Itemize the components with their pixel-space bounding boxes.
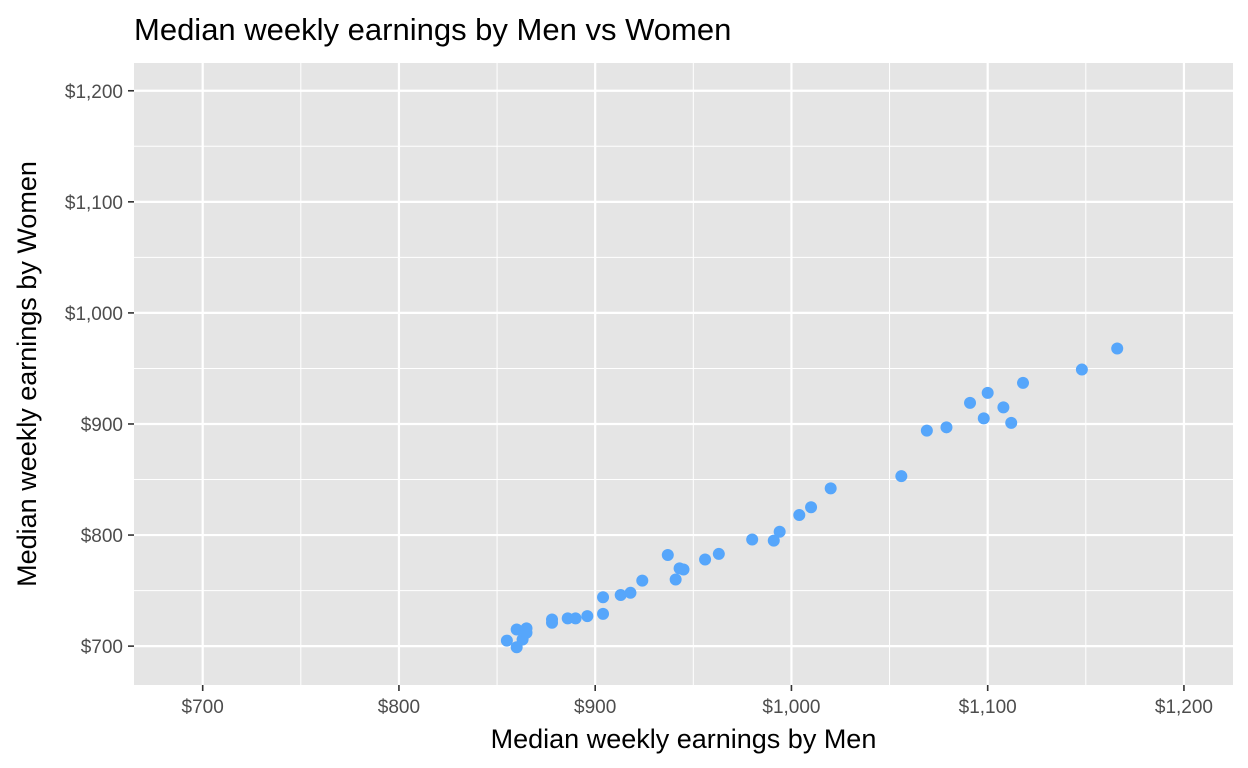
- x-tick-label-0: $700: [182, 697, 224, 718]
- y-tick-label-1: $800: [81, 526, 123, 547]
- data-point-36: [1017, 376, 1030, 389]
- data-point-19: [677, 563, 690, 576]
- data-point-16: [661, 549, 674, 562]
- data-point-28: [895, 470, 908, 483]
- data-point-17: [669, 573, 682, 586]
- data-point-9: [569, 612, 582, 625]
- chart-title: Median weekly earnings by Men vs Women: [134, 12, 731, 47]
- data-point-12: [597, 591, 610, 604]
- y-tick-label-0: $700: [81, 637, 123, 658]
- data-point-1: [510, 623, 523, 636]
- data-point-22: [746, 533, 759, 546]
- data-point-35: [1005, 416, 1018, 429]
- plot-panel: [134, 63, 1233, 685]
- data-point-33: [981, 386, 994, 399]
- data-point-31: [964, 396, 977, 409]
- y-axis-title: Median weekly earnings by Women: [12, 161, 42, 587]
- data-point-29: [920, 424, 933, 437]
- data-point-10: [581, 610, 594, 623]
- data-point-13: [614, 589, 627, 602]
- data-point-15: [636, 574, 649, 587]
- y-tick-label-5: $1,200: [65, 82, 123, 103]
- data-point-30: [940, 421, 953, 434]
- data-point-24: [773, 525, 786, 538]
- y-tick-label-4: $1,100: [65, 193, 123, 214]
- data-point-23: [767, 534, 780, 547]
- data-point-7: [546, 613, 559, 626]
- x-tick-label-3: $1,000: [762, 697, 820, 718]
- data-point-14: [624, 586, 637, 599]
- y-tick-label-2: $900: [81, 415, 123, 436]
- x-tick-label-2: $900: [574, 697, 616, 718]
- x-tick-label-1: $800: [378, 697, 420, 718]
- data-point-32: [977, 412, 990, 425]
- x-axis-title: Median weekly earnings by Men: [491, 724, 877, 754]
- x-tick-label-4: $1,100: [959, 697, 1017, 718]
- data-point-26: [805, 501, 818, 514]
- y-tick-label-3: $1,000: [65, 304, 123, 325]
- data-points: [500, 342, 1124, 654]
- x-tick-label-5: $1,200: [1155, 697, 1213, 718]
- data-point-37: [1075, 363, 1088, 376]
- data-point-34: [997, 401, 1010, 414]
- data-point-27: [824, 482, 837, 495]
- data-point-25: [793, 509, 806, 522]
- data-point-38: [1111, 342, 1124, 355]
- axis-ticks: $700 $800 $900 $1,000 $1,100 $1,200 $700 $800 $9…: [65, 82, 1213, 718]
- data-point-5: [520, 622, 533, 635]
- data-point-11: [597, 607, 610, 620]
- grid-lines: [134, 63, 1233, 685]
- data-point-20: [699, 553, 712, 566]
- data-point-21: [712, 547, 725, 560]
- data-point-0: [500, 634, 513, 647]
